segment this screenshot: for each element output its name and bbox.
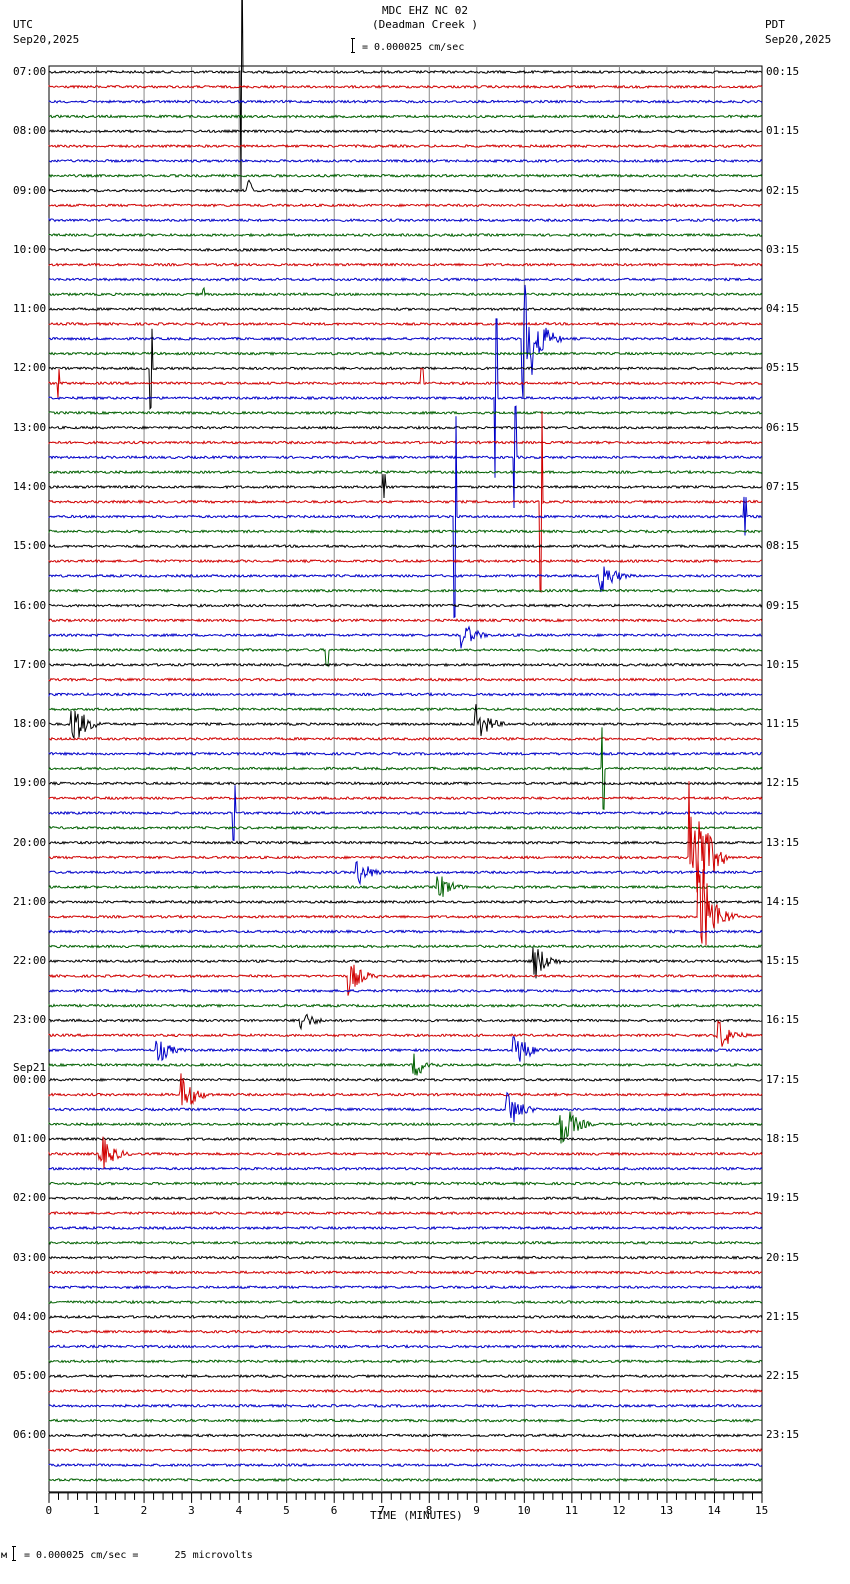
pdt-hour-label: 19:15 xyxy=(766,1191,800,1205)
utc-hour-label: 12:00 xyxy=(13,361,47,375)
x-tick-label: 3 xyxy=(188,1503,195,1517)
x-tick-label: 13 xyxy=(659,1503,674,1517)
utc-hour-label: 19:00 xyxy=(13,776,47,790)
pdt-hour-label: 08:15 xyxy=(766,539,800,553)
right-timezone: PDT xyxy=(765,18,785,31)
x-tick-label: 15 xyxy=(755,1503,769,1517)
x-tick-label: 14 xyxy=(707,1503,721,1517)
pdt-hour-label: 21:15 xyxy=(766,1309,800,1323)
utc-hour-label: 15:00 xyxy=(13,539,47,553)
x-tick-label: 4 xyxy=(235,1503,243,1517)
pdt-hour-label: 15:15 xyxy=(766,954,800,968)
scale-bar-icon xyxy=(351,38,355,53)
x-tick-label: 6 xyxy=(330,1503,338,1517)
utc-hour-label: 01:00 xyxy=(13,1132,47,1146)
pdt-hour-label: 09:15 xyxy=(766,598,800,612)
pdt-hour-label: 16:15 xyxy=(766,1013,800,1027)
pdt-hour-label: 17:15 xyxy=(766,1072,800,1086)
pdt-hour-label: 23:15 xyxy=(766,1428,800,1442)
left-timezone: UTC xyxy=(13,18,33,31)
pdt-hour-label: 18:15 xyxy=(766,1132,800,1146)
footer-scale-text: = 0.000025 cm/sec = 25 microvolts xyxy=(24,1550,253,1561)
right-date: Sep20,2025 xyxy=(765,33,832,46)
x-tick-label: 12 xyxy=(612,1503,626,1517)
pdt-hour-label: 03:15 xyxy=(766,242,800,256)
x-tick-label: 11 xyxy=(564,1503,579,1517)
utc-hour-label: 03:00 xyxy=(13,1250,47,1264)
station-code: MDC EHZ NC 02 xyxy=(381,4,469,17)
utc-hour-label: 09:00 xyxy=(13,183,47,197)
footer-scale-bar-icon xyxy=(12,1546,16,1561)
pdt-hour-label: 11:15 xyxy=(766,717,800,731)
pdt-hour-label: 07:15 xyxy=(766,479,800,493)
x-tick-label: 7 xyxy=(378,1503,385,1517)
utc-hour-label: 05:00 xyxy=(13,1369,47,1383)
pdt-hour-label: 22:15 xyxy=(766,1369,800,1383)
left-date: Sep20,2025 xyxy=(13,33,80,46)
utc-hour-label: 20:00 xyxy=(13,835,47,849)
scale-text: = 0.000025 cm/sec xyxy=(362,42,465,53)
pdt-hour-label: 06:15 xyxy=(766,420,800,434)
pdt-hour-label: 12:15 xyxy=(766,776,800,790)
utc-hour-label: 02:00 xyxy=(13,1191,47,1205)
pdt-hour-label: 10:15 xyxy=(766,657,800,671)
x-tick-label: 2 xyxy=(140,1503,148,1517)
utc-hour-label: 16:00 xyxy=(13,598,47,612)
x-tick-label: 0 xyxy=(45,1503,53,1517)
x-axis-title: TIME (MINUTES) xyxy=(370,1509,463,1522)
x-tick-label: 5 xyxy=(283,1503,290,1517)
utc-hour-label: 21:00 xyxy=(13,894,47,908)
pdt-hour-label: 20:15 xyxy=(766,1250,800,1264)
utc-hour-label: 00:00 xyxy=(13,1072,47,1086)
x-tick-label: 8 xyxy=(425,1503,433,1517)
utc-hour-label: 08:00 xyxy=(13,124,47,138)
footer-prefix: м xyxy=(1,1550,8,1561)
pdt-hour-label: 00:15 xyxy=(766,65,800,78)
utc-hour-label: 17:00 xyxy=(13,657,47,671)
utc-hour-label: 10:00 xyxy=(13,242,47,256)
utc-hour-label: 07:00 xyxy=(13,65,47,78)
utc-hour-label: 13:00 xyxy=(13,420,47,434)
utc-hour-label: 22:00 xyxy=(13,954,47,968)
utc-hour-label: 18:00 xyxy=(13,717,47,731)
pdt-hour-label: 13:15 xyxy=(766,835,800,849)
pdt-hour-label: 14:15 xyxy=(766,894,800,908)
utc-hour-label: 04:00 xyxy=(13,1309,47,1323)
station-name: (Deadman Creek ) xyxy=(372,18,478,31)
pdt-hour-label: 01:15 xyxy=(766,124,800,138)
utc-hour-label: 14:00 xyxy=(13,479,47,493)
pdt-hour-label: 05:15 xyxy=(766,361,800,375)
x-tick-label: 10 xyxy=(517,1503,531,1517)
pdt-hour-label: 02:15 xyxy=(766,183,800,197)
pdt-hour-label: 04:15 xyxy=(766,302,800,316)
utc-hour-label: 23:00 xyxy=(13,1013,47,1027)
x-tick-label: 9 xyxy=(473,1503,480,1517)
utc-hour-label: 11:00 xyxy=(13,302,47,316)
utc-date-change-label: Sep21 xyxy=(13,1060,47,1074)
utc-hour-label: 06:00 xyxy=(13,1428,47,1442)
x-tick-label: 1 xyxy=(93,1503,100,1517)
